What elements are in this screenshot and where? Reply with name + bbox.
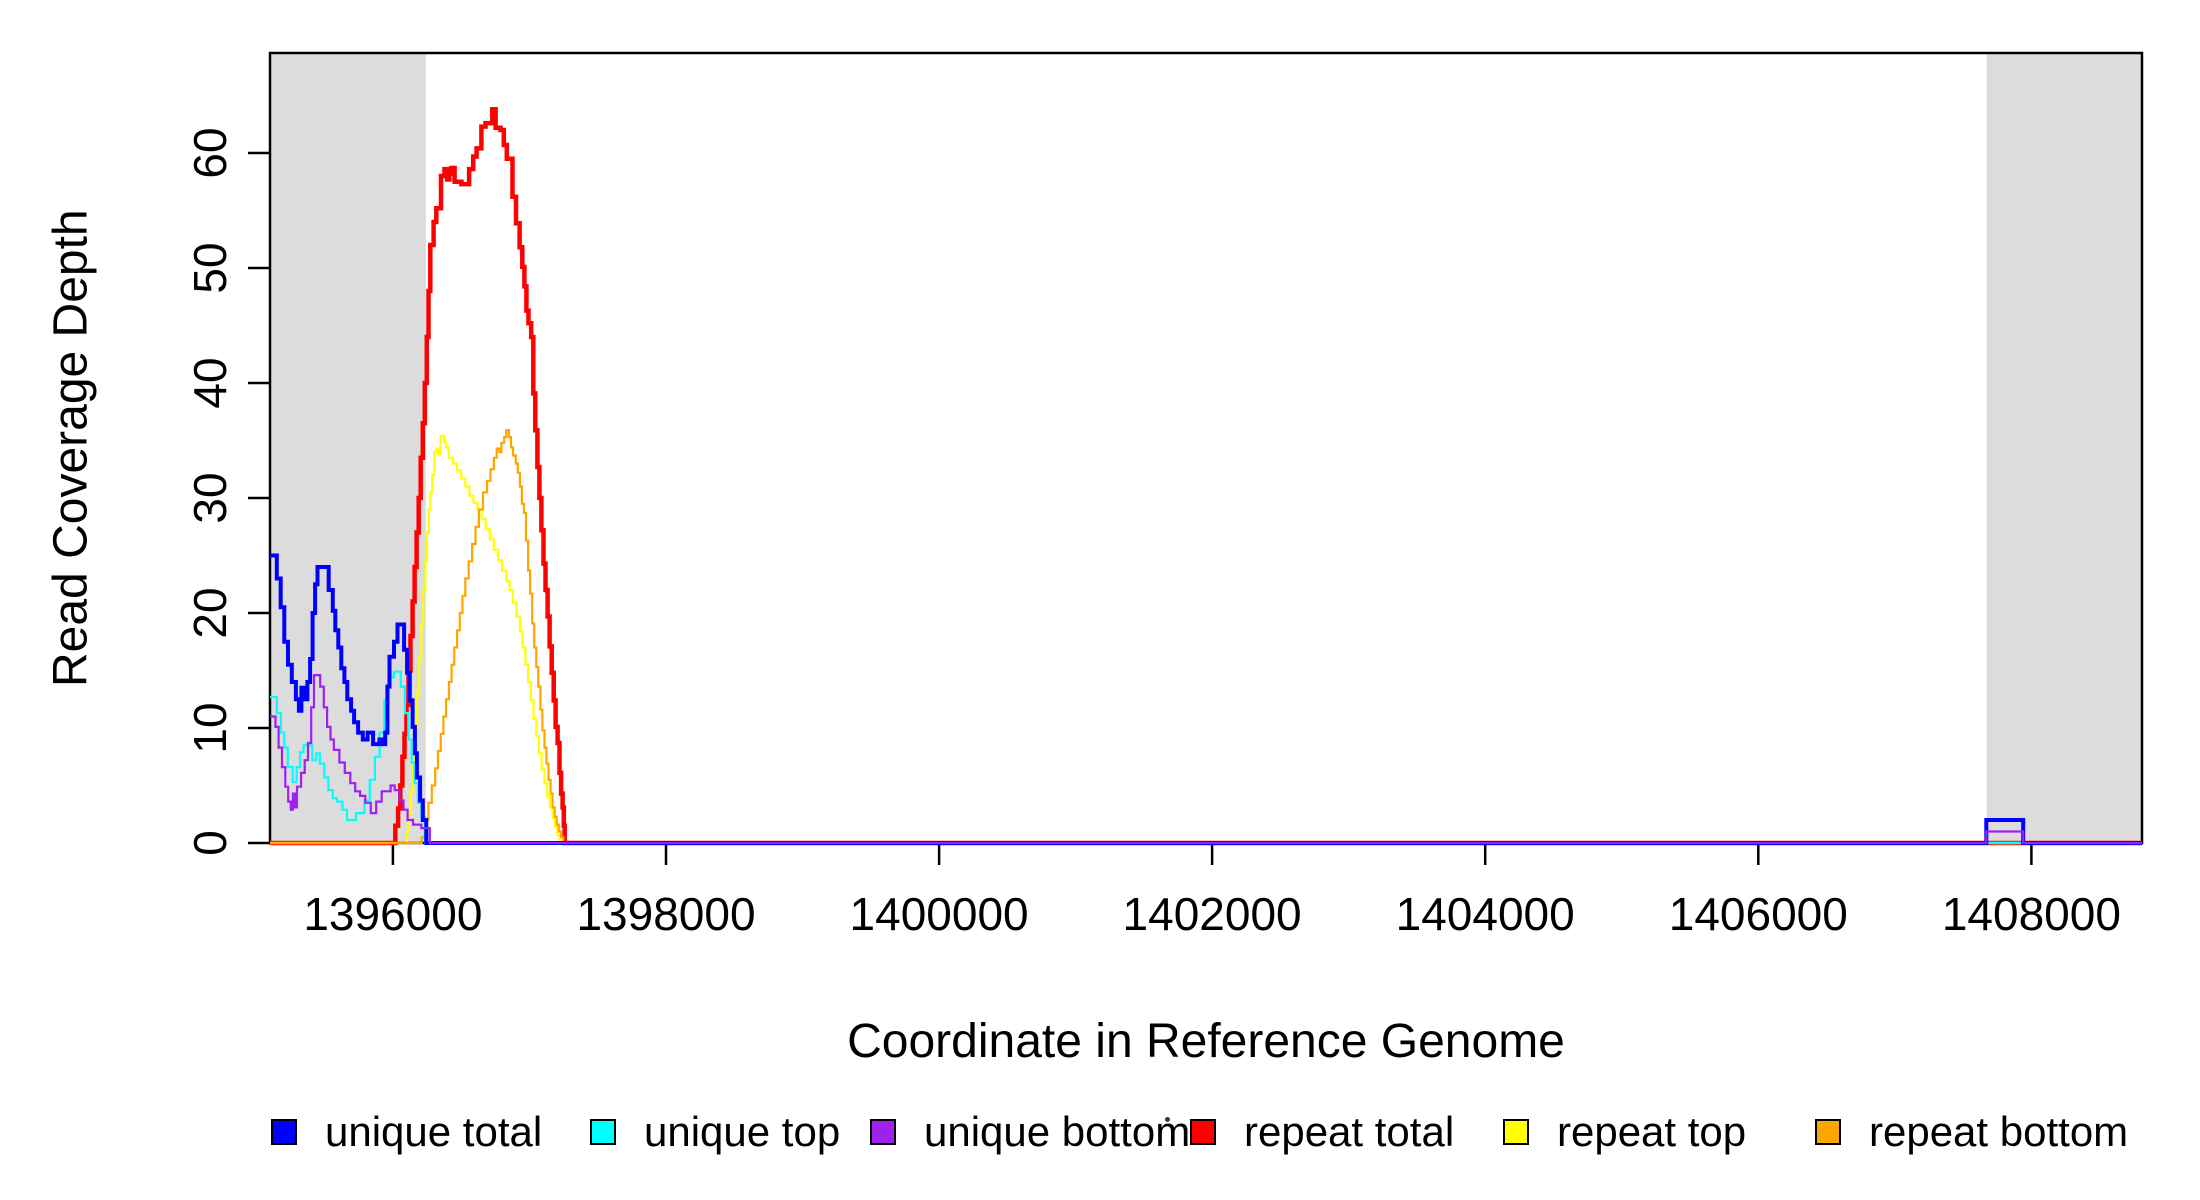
y-axis-tick-label: 30 bbox=[184, 472, 236, 523]
unique-bottom-swatch-icon bbox=[870, 1119, 896, 1145]
x-axis-tick-label: 1396000 bbox=[303, 888, 482, 940]
x-axis-title: Coordinate in Reference Genome bbox=[847, 1015, 1565, 1068]
x-axis-tick-label: 1402000 bbox=[1123, 888, 1302, 940]
series-unique-top-line bbox=[270, 670, 2142, 845]
series-unique-total-line bbox=[270, 553, 2142, 845]
right-unique-region bbox=[1986, 53, 2142, 843]
legend-label: repeat bottom bbox=[1869, 1108, 2129, 1155]
legend-label: unique bottom bbox=[924, 1108, 1191, 1155]
y-axis-tick-label: 50 bbox=[184, 242, 236, 293]
legend-item-repeat-bottom: repeat bottom bbox=[1815, 1108, 2128, 1156]
legend-item-repeat-top: repeat top bbox=[1503, 1108, 1746, 1156]
legend-label: repeat total bbox=[1244, 1108, 1455, 1155]
legend-item-unique-top: unique top bbox=[590, 1108, 840, 1156]
series-repeat-total-line bbox=[270, 107, 2142, 846]
repeat-bottom-swatch-icon bbox=[1815, 1119, 1841, 1145]
legend-label: unique total bbox=[325, 1108, 543, 1155]
y-axis-tick-label: 60 bbox=[184, 127, 236, 178]
legend-label: unique top bbox=[644, 1108, 841, 1155]
stray-dot bbox=[1165, 1117, 1170, 1122]
legend-item-unique-total: unique total bbox=[271, 1108, 542, 1156]
legend: unique total unique top unique bottom re… bbox=[0, 0, 2200, 1155]
x-axis-tick-label: 1404000 bbox=[1396, 888, 1575, 940]
x-axis-tick-label: 1408000 bbox=[1942, 888, 2121, 940]
series-repeat-top-line bbox=[270, 434, 2142, 845]
plot-border bbox=[268, 51, 2144, 845]
y-axis-tick-label: 10 bbox=[184, 702, 236, 753]
y-axis-tick-label: 20 bbox=[184, 587, 236, 638]
legend-item-repeat-total: repeat total bbox=[1190, 1108, 1454, 1156]
x-axis-tick-label: 1406000 bbox=[1669, 888, 1848, 940]
y-axis-title: Read Coverage Depth bbox=[44, 209, 98, 687]
y-axis-tick-label: 40 bbox=[184, 357, 236, 408]
left-unique-region bbox=[270, 53, 426, 843]
x-axis-tick-label: 1400000 bbox=[850, 888, 1029, 940]
unique-total-swatch-icon bbox=[271, 1119, 297, 1145]
repeat-total-swatch-icon bbox=[1190, 1119, 1216, 1145]
legend-label: repeat top bbox=[1557, 1108, 1747, 1155]
repeat-top-swatch-icon bbox=[1503, 1119, 1529, 1145]
legend-item-unique-bottom: unique bottom bbox=[870, 1108, 1190, 1156]
series-unique-bottom-line bbox=[270, 674, 2142, 845]
x-axis-tick-label: 1398000 bbox=[576, 888, 755, 940]
y-axis-tick-label: 0 bbox=[184, 830, 236, 856]
unique-top-swatch-icon bbox=[590, 1119, 616, 1145]
series-repeat-bottom-line bbox=[270, 429, 2142, 845]
